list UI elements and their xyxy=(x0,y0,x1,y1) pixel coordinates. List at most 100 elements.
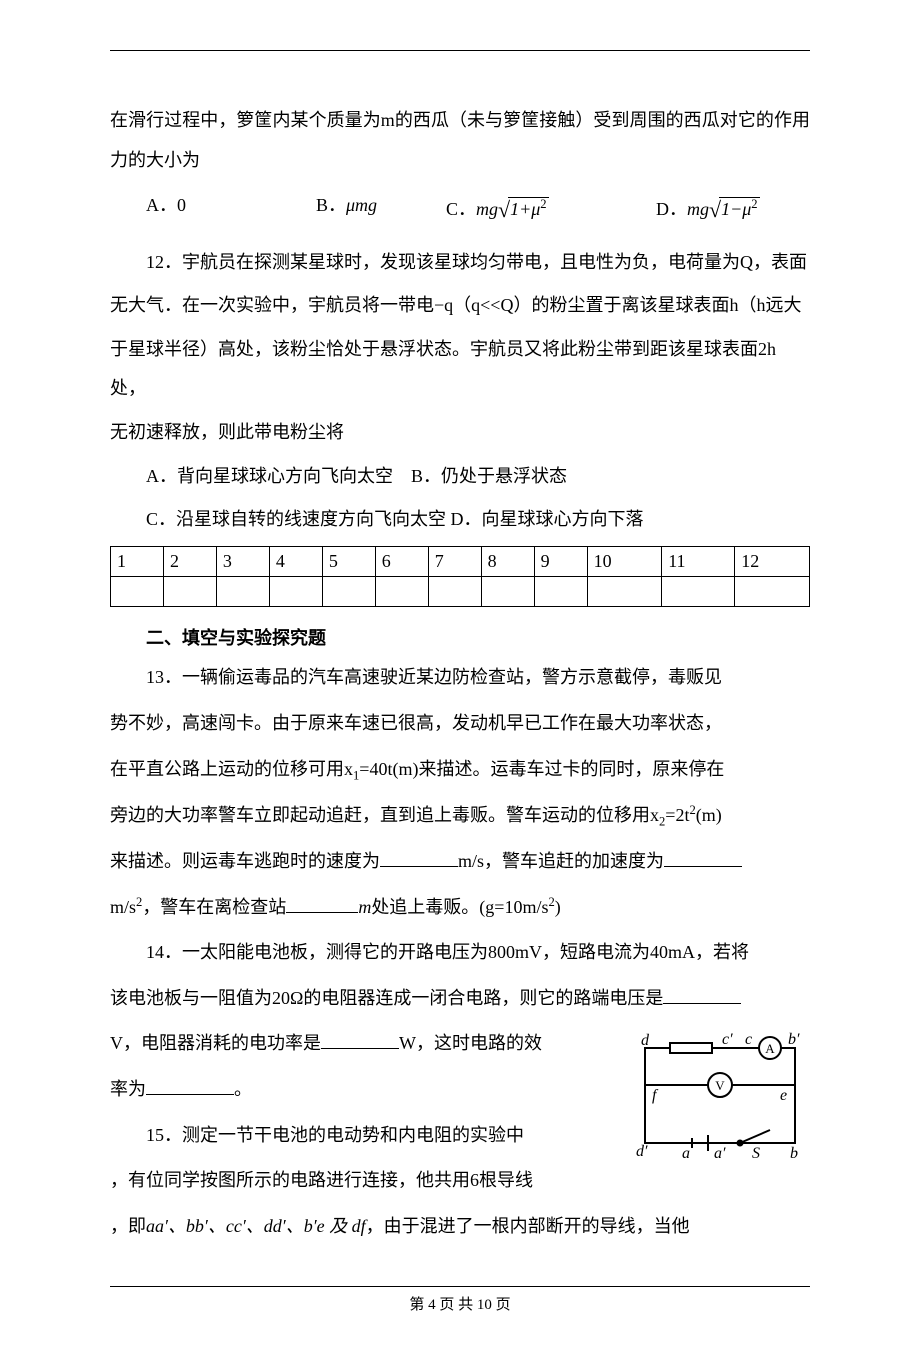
q12-ab: A．背向星球球心方向飞向太空 B．仍处于悬浮状态 xyxy=(110,457,810,497)
q14-p3b: W，这时电路的效 xyxy=(399,1033,542,1053)
opt-b-expr: μmg xyxy=(346,195,377,215)
th-3: 3 xyxy=(216,546,269,576)
answer-table: 1 2 3 4 5 6 7 8 9 10 11 12 xyxy=(110,546,810,607)
lbl-c: c xyxy=(745,1031,752,1048)
opt-c-sup: 2 xyxy=(540,197,546,211)
footer-total: 10 xyxy=(477,1297,492,1313)
td-5 xyxy=(322,576,375,606)
q13-p6c: 处追上毒贩。(g=10m/s xyxy=(371,897,548,917)
q12-opt-b: B．仍处于悬浮状态 xyxy=(411,466,567,486)
lbl-cp: c′ xyxy=(722,1031,733,1048)
td-7 xyxy=(428,576,481,606)
lbl-b: b xyxy=(790,1145,798,1160)
q14-p2a: 该电池板与一阻值为20Ω的电阻器连成一闭合电路，则它的路端电压是 xyxy=(110,988,663,1008)
q13-p6: m/s2，警车在离检查站m处追上毒贩。(g=10m/s2) xyxy=(110,888,810,928)
q14-p3a: V，电阻器消耗的电功率是 xyxy=(110,1033,321,1053)
q13-p6b: ，警车在离检查站 xyxy=(142,897,286,917)
options-row: A．0 B．μmg C．mg√1+μ2 D．mg√1−μ2 xyxy=(110,186,810,234)
top-rule xyxy=(110,50,810,51)
q13-p5: 来描述。则运毒车逃跑时的速度为 m/s，警车追赶的加速度为 xyxy=(110,842,810,882)
opt-d-pre: mg xyxy=(687,199,709,219)
q12-cd: C．沿星球自转的线速度方向飞向太空 D．向星球球心方向下落 xyxy=(110,500,810,540)
lbl-ap: a′ xyxy=(714,1145,726,1160)
q13-p3b: =40t(m)来描述。运毒车过卡的同时，原来停在 xyxy=(359,759,724,779)
blank-voltage xyxy=(663,986,741,1004)
blank-distance xyxy=(286,895,358,913)
td-10 xyxy=(587,576,662,606)
td-11 xyxy=(662,576,735,606)
q13-p3a: 在平直公路上运动的位移可用x xyxy=(110,759,353,779)
th-12: 12 xyxy=(735,546,810,576)
ammeter-label: A xyxy=(765,1041,775,1056)
q12-opt-c: C．沿星球自转的线速度方向飞向太空 xyxy=(146,509,446,529)
blank-power xyxy=(321,1031,399,1049)
th-8: 8 xyxy=(481,546,534,576)
lbl-a: a xyxy=(682,1145,690,1160)
lbl-bp: b′ xyxy=(788,1031,800,1048)
blank-speed xyxy=(380,849,458,867)
q13-p4c: (m) xyxy=(696,805,722,825)
td-2 xyxy=(163,576,216,606)
table-answer-row xyxy=(111,576,810,606)
q13-p1: 13．一辆偷运毒品的汽车高速驶近某边防检查站，警方示意截停，毒贩见 xyxy=(110,658,810,698)
opt-b-lead: B． xyxy=(316,195,346,215)
page-footer: 第 4 页 共 10 页 xyxy=(110,1287,810,1314)
q14-p1: 14．一太阳能电池板，测得它的开路电压为800mV，短路电流为40mA，若将 xyxy=(110,933,810,973)
opt-d-root: 1−μ xyxy=(721,199,751,219)
td-12 xyxy=(735,576,810,606)
voltmeter-label: V xyxy=(715,1078,725,1093)
opt-d-sup: 2 xyxy=(751,197,757,211)
q15-p3: ，即aa′、bb′、cc′、dd′、b′e 及 df，由于混进了一根内部断开的导… xyxy=(110,1207,810,1247)
q15-p3b: ，由于混进了一根内部断开的导线，当他 xyxy=(366,1216,690,1236)
th-7: 7 xyxy=(428,546,481,576)
q15-p3a: ，即 xyxy=(110,1216,146,1236)
td-9 xyxy=(534,576,587,606)
option-b: B．μmg xyxy=(316,186,446,234)
q13-p6unit: m xyxy=(358,897,371,917)
q12-opt-d: D．向星球球心方向下落 xyxy=(451,509,644,529)
q13-p6a: m/s xyxy=(110,897,136,917)
lbl-dp: d′ xyxy=(636,1143,648,1160)
lbl-e: e xyxy=(780,1087,787,1104)
q13-p2: 势不妙，高速闯卡。由于原来车速已很高，发动机早已工作在最大功率状态， xyxy=(110,704,810,744)
th-1: 1 xyxy=(111,546,164,576)
td-1 xyxy=(111,576,164,606)
lbl-d: d xyxy=(641,1032,650,1049)
th-2: 2 xyxy=(163,546,216,576)
q13-p5a: 来描述。则运毒车逃跑时的速度为 xyxy=(110,851,380,871)
q13-p4a: 旁边的大功率警车立即起动追赶，直到追上毒贩。警车运动的位移用x xyxy=(110,805,659,825)
option-a: A．0 xyxy=(146,186,316,234)
footer-b: 页 共 xyxy=(436,1297,477,1313)
q12-l3: 于星球半径）高处，该粉尘恰处于悬浮状态。宇航员又将此粉尘带到距该星球表面2h处， xyxy=(110,330,810,409)
intro-para: 在滑行过程中，箩筐内某个质量为m的西瓜（未与箩筐接触）受到周围的西瓜对它的作用力… xyxy=(110,101,810,180)
q13-p3: 在平直公路上运动的位移可用x1=40t(m)来描述。运毒车过卡的同时，原来停在 xyxy=(110,750,810,790)
td-8 xyxy=(481,576,534,606)
q13-p4b: =2t xyxy=(665,805,689,825)
td-4 xyxy=(269,576,322,606)
q14-p4b: 。 xyxy=(234,1079,252,1099)
circuit-diagram: A V d c′ c b′ f e d′ a a′ S b xyxy=(630,1030,810,1160)
question-12: 12．宇航员在探测某星球时，发现该星球均匀带电，且电性为负，电荷量为Q，表面 无… xyxy=(110,243,810,540)
th-10: 10 xyxy=(587,546,662,576)
opt-d-lead: D． xyxy=(656,199,687,219)
q13-unit1: m/s，警车追赶的加速度为 xyxy=(458,851,664,871)
blank-accel xyxy=(664,849,742,867)
th-4: 4 xyxy=(269,546,322,576)
table-header-row: 1 2 3 4 5 6 7 8 9 10 11 12 xyxy=(111,546,810,576)
footer-c: 页 xyxy=(492,1297,511,1313)
option-d: D．mg√1−μ2 xyxy=(656,186,760,234)
lbl-f: f xyxy=(652,1087,659,1104)
footer-page: 4 xyxy=(428,1297,436,1313)
option-c: C．mg√1+μ2 xyxy=(446,186,656,234)
q13-p6d: ) xyxy=(555,897,561,917)
th-5: 5 xyxy=(322,546,375,576)
th-9: 9 xyxy=(534,546,587,576)
section-2-heading: 二、填空与实验探究题 xyxy=(110,619,810,659)
q13-p4: 旁边的大功率警车立即起动追赶，直到追上毒贩。警车运动的位移用x2=2t2(m) xyxy=(110,796,810,836)
lbl-S: S xyxy=(752,1145,760,1160)
th-11: 11 xyxy=(662,546,735,576)
blank-efficiency xyxy=(146,1077,234,1095)
q15-p2: ，有位同学按图所示的电路进行连接，他共用6根导线 xyxy=(110,1161,810,1201)
q14-p2: 该电池板与一阻值为20Ω的电阻器连成一闭合电路，则它的路端电压是 xyxy=(110,979,810,1019)
opt-c-lead: C． xyxy=(446,199,476,219)
